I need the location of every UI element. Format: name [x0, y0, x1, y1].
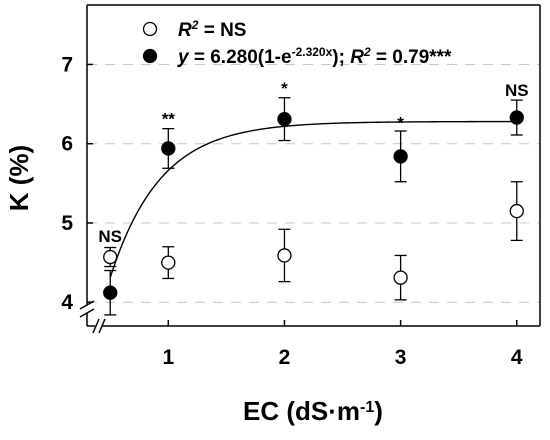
filled-point-3	[277, 111, 292, 127]
x-axis-break-2	[98, 318, 106, 334]
axis-labels: EC (dS·m-1) K (%)	[4, 145, 383, 426]
legend-marker-filled	[142, 48, 158, 64]
fit-curve-line	[109, 120, 517, 278]
grid-lines	[87, 63, 540, 303]
significance-label-5: NS	[505, 81, 529, 100]
x-tick-label-4: 4	[511, 346, 523, 369]
y-tick-label-5: 5	[61, 212, 73, 235]
fit-curve	[109, 120, 517, 278]
legend-label-2: y = 6.280(1-e-2.320x); R2 = 0.79***	[177, 45, 452, 68]
open-point-1	[103, 249, 118, 265]
legend-label-1: R2 = NS	[178, 18, 246, 41]
data-points	[103, 97, 524, 316]
filled-point-1	[103, 285, 118, 300]
filled-point-2	[161, 141, 176, 156]
x-axis-break-1	[92, 318, 100, 334]
significance-label-3: *	[281, 79, 288, 98]
open-point-3	[277, 248, 292, 263]
legend: R2 = NS y = 6.280(1-e-2.320x); R2 = 0.79*…	[142, 18, 452, 68]
significance-label-4: *	[397, 114, 404, 133]
y-tick-label-4: 4	[61, 291, 73, 314]
y-axis-title: K (%)	[4, 145, 34, 211]
open-point-4	[393, 270, 408, 285]
x-tick-label-2: 2	[279, 346, 291, 369]
filled-point-4	[393, 149, 408, 164]
significance-label-2: **	[162, 110, 176, 129]
x-tick-label-3: 3	[395, 346, 407, 369]
significance-labels: NS****NS	[98, 79, 528, 246]
y-tick-label-6: 6	[61, 133, 73, 156]
open-point-5	[509, 203, 524, 219]
filled-point-5	[509, 110, 524, 125]
open-point-2	[161, 255, 176, 270]
y-axis-break-2	[79, 308, 95, 318]
x-axis-title: EC (dS·m-1)	[243, 396, 383, 426]
x-tick-label-1: 1	[162, 346, 174, 369]
significance-label-1: NS	[98, 227, 122, 246]
y-tick-label-7: 7	[61, 53, 73, 76]
axes: 1 2 3 4 4 5 6 7	[61, 4, 541, 369]
legend-marker-open	[142, 21, 158, 37]
